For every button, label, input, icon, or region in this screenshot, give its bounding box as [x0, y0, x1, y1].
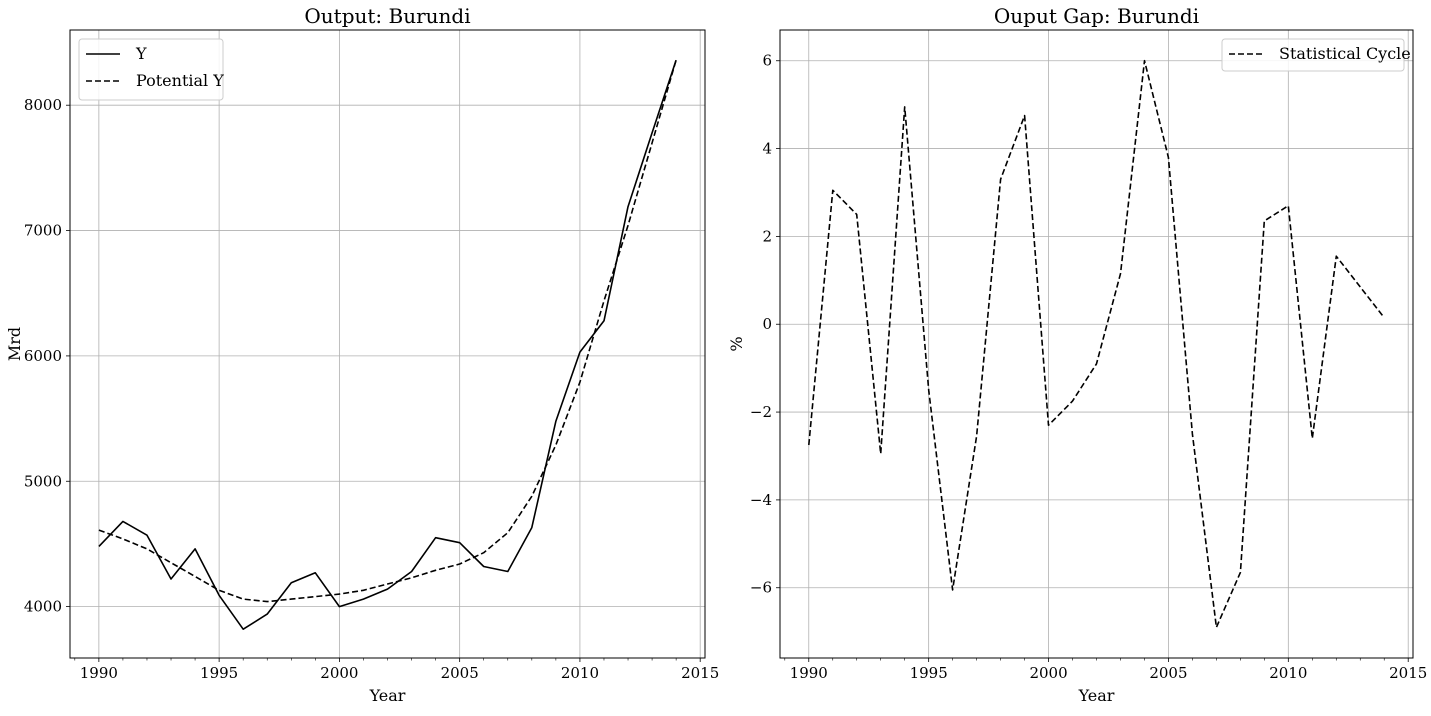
- legend-label: Potential Y: [136, 71, 224, 90]
- legend-label: Y: [135, 44, 147, 63]
- legend-box: [1221, 38, 1405, 72]
- x-tick-label: 1990: [80, 664, 118, 682]
- x-tick-label: 2005: [1149, 664, 1187, 682]
- chart-title: Output: Burundi: [304, 4, 470, 28]
- legend: Y Potential Y: [78, 38, 224, 101]
- legend-label: Statistical Cycle: [1279, 44, 1411, 63]
- y-tick-label: 0: [762, 315, 772, 333]
- legend: Statistical Cycle: [1221, 38, 1411, 72]
- y-axis-label: Mrd: [5, 327, 24, 361]
- x-tick-label: 1990: [790, 664, 828, 682]
- x-tick-label: 2015: [681, 664, 719, 682]
- x-tick-label: 2015: [1389, 664, 1427, 682]
- x-tick-label: 1995: [910, 664, 948, 682]
- x-tick-label: 2010: [1269, 664, 1307, 682]
- plot-frame: [69, 29, 706, 659]
- legend-box: [78, 38, 224, 101]
- output-gap-chart: 1990 1995 2000 2005 2010 2015 −6 −4 −2 0 2 4 6 Ouput …: [727, 4, 1427, 705]
- y-tick-label: −6: [750, 579, 772, 597]
- x-axis-label: Year: [1078, 686, 1115, 705]
- chart-title: Ouput Gap: Burundi: [994, 4, 1199, 28]
- y-tick-label: 4000: [24, 598, 62, 616]
- x-tick-label: 2010: [561, 664, 599, 682]
- y-tick-label: 8000: [24, 96, 62, 114]
- y-axis-label: %: [727, 336, 746, 351]
- x-tick-label: 1995: [200, 664, 238, 682]
- x-axis-label: Year: [369, 686, 406, 705]
- y-tick-label: 2: [762, 227, 772, 245]
- y-tick-label: 4: [762, 140, 772, 158]
- output-chart: 1990 1995 2000 2005 2010 2015 4000 5000 6000 7000…: [5, 4, 719, 705]
- x-tick-label: 2000: [320, 664, 358, 682]
- series-line-0: [98, 59, 677, 631]
- y-tick-label: 7000: [24, 222, 62, 240]
- x-tick-label: 2000: [1029, 664, 1067, 682]
- x-tick-label: 2005: [441, 664, 479, 682]
- plot-frame: [779, 29, 1414, 659]
- y-tick-label: 6: [762, 52, 772, 70]
- series-line-1: [98, 59, 677, 603]
- y-tick-label: 6000: [24, 347, 62, 365]
- y-tick-label: −4: [750, 491, 772, 509]
- y-tick-label: 5000: [24, 472, 62, 490]
- y-tick-label: −2: [750, 403, 772, 421]
- series-line-0: [808, 59, 1385, 629]
